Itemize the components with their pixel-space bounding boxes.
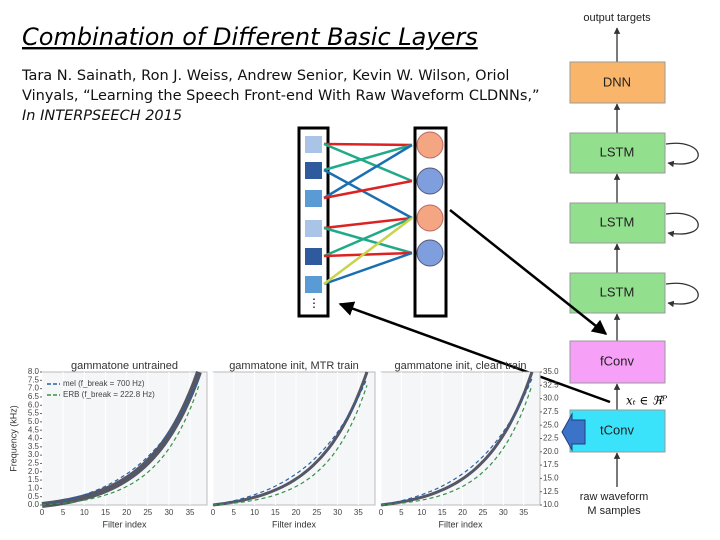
plots: 0 5 10 15 20 25 30 35 gammatone untrained Filter … (8, 360, 559, 529)
y2-tick-label: 15.0 (543, 474, 559, 483)
x-tick-label: 25 (312, 508, 321, 517)
y-tick-label: 5.5 (28, 409, 40, 418)
y-tick-label: 1.0 (28, 483, 40, 492)
y-tick-label: 1.5 (28, 475, 40, 484)
y-tick-label: 7.0 (28, 384, 40, 393)
y-tick-label: 0.0 (28, 500, 40, 509)
x-tick-label: 10 (417, 508, 426, 517)
arrow (338, 301, 611, 404)
legend-label: ERB (f_break = 222.8 Hz) (63, 390, 155, 399)
x-tick-label: 30 (499, 508, 508, 517)
plot-title: gammatone untrained (71, 360, 178, 372)
y-tick-label: 8.0 (28, 367, 40, 376)
block-label: LSTM (600, 214, 635, 229)
x-tick-label: 25 (143, 508, 152, 517)
y-tick-label: 2.0 (28, 467, 40, 476)
x-tick-label: 15 (101, 508, 110, 517)
citation-line: Vinyals, “Learning the Speech Front-end … (22, 88, 540, 104)
arrow (449, 209, 608, 335)
filter-curve (380, 371, 534, 507)
y-tick-label: 0.5 (28, 492, 40, 501)
mel-curve (41, 378, 200, 506)
y-tick-label: 3.5 (28, 442, 40, 451)
mel-curve (380, 378, 533, 506)
y-tick-label: 6.0 (28, 400, 40, 409)
x-axis-label: Filter index (272, 519, 317, 529)
legend-label: mel (f_break = 700 Hz) (63, 379, 145, 388)
block-label: LSTM (600, 284, 635, 299)
y-tick-label: 6.5 (28, 392, 40, 401)
block-label: LSTM (600, 144, 635, 159)
slide-title: Combination of Different Basic Layers (22, 23, 478, 51)
erb-curve (41, 385, 200, 506)
x-tick-label: 10 (250, 508, 259, 517)
plot-title: gammatone init, MTR train (229, 360, 359, 372)
plot-area (380, 371, 541, 506)
x-tick-label: 15 (271, 508, 280, 517)
x-tick-label: 30 (164, 508, 173, 517)
x-axis-label: Filter index (102, 519, 147, 529)
y2-tick-label: 27.5 (543, 407, 559, 416)
y2-tick-label: 30.0 (543, 394, 559, 403)
y2-tick-label: 20.0 (543, 447, 559, 456)
x-tick-label: 20 (292, 508, 301, 517)
x-tick-label: 35 (519, 508, 528, 517)
x-tick-label: 20 (458, 508, 467, 517)
filter-curve (41, 370, 202, 508)
x-tick-label: 30 (333, 508, 342, 517)
citation-line: In INTERPSEECH 2015 (22, 108, 182, 124)
network-sketch: ⋮ (297, 126, 448, 318)
erb-curve (212, 385, 368, 506)
x-tick-label: 35 (354, 508, 363, 517)
y2-tick-label: 17.5 (543, 460, 559, 469)
y2-tick-label: 35.0 (543, 367, 559, 376)
math-label: xₜ ∈ ℜᴾ (626, 394, 668, 408)
y-tick-label: 4.5 (28, 425, 40, 434)
input-label: M samples (587, 505, 641, 517)
x-tick-label: 10 (80, 508, 89, 517)
filter-curve (212, 371, 369, 507)
erb-curve (380, 385, 533, 506)
y-tick-label: 7.5 (28, 375, 40, 384)
y2-tick-label: 12.5 (543, 487, 559, 496)
y-tick-label: 4.0 (28, 434, 40, 443)
y2-tick-label: 10.0 (543, 500, 559, 509)
y2-tick-label: 22.5 (543, 434, 559, 443)
mel-curve (212, 378, 368, 506)
x-tick-label: 0 (40, 508, 45, 517)
y-tick-label: 2.5 (28, 459, 40, 468)
y2-tick-label: 25.0 (543, 420, 559, 429)
plot-title: gammatone init, clean train (394, 360, 526, 372)
block-label: fConv (600, 353, 634, 368)
x-axis-label: Filter index (438, 519, 483, 529)
input-label: raw waveform (580, 491, 648, 503)
architecture: output targets DNN LSTM LSTM LSTM fConv … (561, 12, 699, 517)
x-tick-label: 25 (478, 508, 487, 517)
x-tick-label: 0 (379, 508, 384, 517)
x-tick-label: 5 (399, 508, 404, 517)
x-tick-label: 5 (61, 508, 66, 517)
pointer-arrow (561, 412, 586, 452)
citation-line: Tara N. Sainath, Ron J. Weiss, Andrew Se… (21, 68, 509, 84)
y-axis-label: Frequency (kHz) (8, 405, 18, 472)
block-label: DNN (603, 74, 631, 89)
ellipsis: ⋮ (308, 296, 320, 310)
y-tick-label: 3.0 (28, 450, 40, 459)
x-tick-label: 5 (232, 508, 237, 517)
x-tick-label: 15 (438, 508, 447, 517)
y2-tick-label: 32.5 (543, 380, 559, 389)
plot-area (212, 371, 376, 506)
x-tick-label: 20 (122, 508, 131, 517)
output-label: output targets (583, 12, 651, 24)
x-tick-label: 0 (211, 508, 216, 517)
y-tick-label: 5.0 (28, 417, 40, 426)
block-label: tConv (600, 422, 634, 437)
x-tick-label: 35 (186, 508, 195, 517)
